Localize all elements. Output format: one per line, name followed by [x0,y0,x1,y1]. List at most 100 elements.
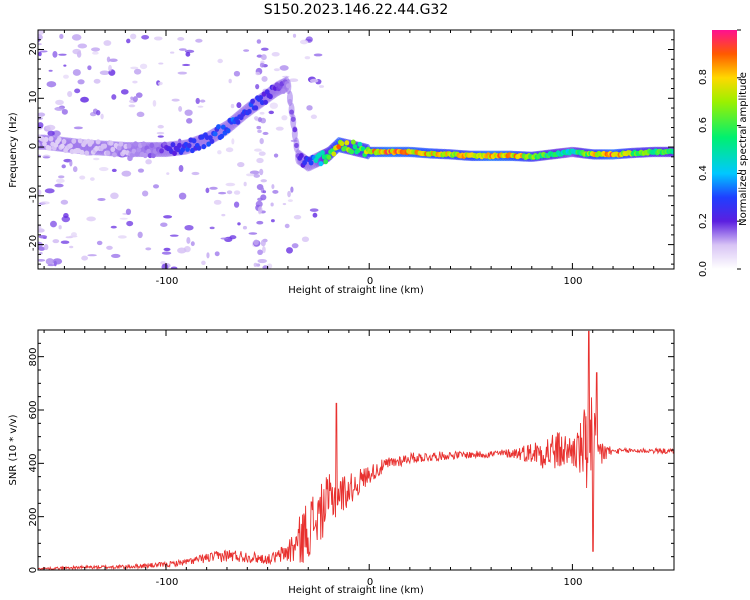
spectrogram-ytick-label-5: -20 [28,235,39,251]
spectrogram-track-cell [212,131,218,137]
spectrogram-noise-blob [61,215,71,223]
spectrogram-noise-blob [70,232,78,237]
spectrogram-track-cell [142,152,148,159]
spectrogram-track-cell [131,148,137,154]
spectrogram-track-cell [186,142,192,149]
spectrogram-noise-blob [259,168,264,176]
spectrogram-noise-blob [245,173,255,177]
spectrogram-noise-blob [170,51,175,54]
spectrogram-noise-blob [38,228,45,233]
spectrogram-track-cell [313,157,319,163]
spectrogram-track-cell [175,146,181,153]
spectrogram-noise-blob [61,108,68,115]
spectrogram-noise-blob [87,254,97,257]
spectrogram-track-cell [339,141,345,147]
spectrogram-track-cell [350,139,356,145]
spectrogram-noise-blob [220,237,229,240]
spectrogram-noise-blob [206,252,210,259]
colorbar-gradient [712,30,737,269]
spectrogram-noise-blob [126,220,134,227]
spectrogram-track-cell [133,141,138,147]
spectrogram-noise-blob [60,240,70,244]
spectrogram-noise-blob [108,64,112,72]
spectrogram-noise-blob [61,164,66,169]
spectrogram-track-cell [118,141,124,147]
spectrogram-noise-blob [195,97,200,104]
spectrogram-xtick-label-2: 0 [367,276,373,287]
spectrogram-track-cell [289,109,294,115]
spectrogram-noise-blob [161,251,172,255]
spectrogram-noise-blob [90,177,95,181]
spectrogram-noise-blob [262,246,266,254]
spectrogram-noise-blob [236,102,242,109]
spectrogram-track-cell [298,152,304,159]
spectrogram-noise-blob [233,190,241,195]
spectrogram-noise-blob [137,168,145,173]
spectrogram-noise-blob [217,58,223,64]
spectrogram-noise-blob [243,181,247,187]
spectrogram-noise-blob [209,186,218,190]
spectrogram-noise-blob [38,258,46,262]
colorbar-ticks [737,29,741,270]
spectrogram-noise-blob [257,206,263,213]
spectrogram-ytick-label-2: 10 [28,91,39,104]
spectrogram-noise-blob [184,109,193,116]
spectrogram-track-cell [219,133,225,139]
spectrogram-noise-blob [55,99,64,105]
spectrogram-noise-blob [141,34,150,40]
spectrogram-noise-blob [185,51,191,57]
spectrogram-noise-blob [139,63,148,70]
spectrogram-noise-blob [201,260,206,266]
spectrogram-track-cell [360,146,366,152]
spectrogram-noise-blob [237,161,245,168]
spectrogram-noise-blob [93,157,100,161]
spectrogram-noise-blob [191,171,200,176]
spectrogram-noise-blob [233,201,240,208]
spectrogram-noise-blob [38,246,46,251]
spectrogram-track-cell [136,147,142,153]
spectrogram-noise-blob [260,239,266,247]
spectrogram-noise-blob [254,148,262,152]
spectrogram-noise-blob [106,56,111,63]
spectrogram-noise-blob [205,187,210,194]
spectrogram-track-cell [201,144,207,150]
spectrogram-track-cell [77,138,83,144]
spectrogram-noise-blob [158,62,164,65]
spectrogram-noise-blob [272,189,279,194]
spectrogram-noise-blob [67,90,73,98]
spectrogram-noise-blob [291,243,299,249]
spectrogram-noise-blob [152,184,160,189]
spectrogram-track-cell [129,152,135,158]
spectrogram-noise-blob [190,241,195,247]
snr-xtick-label-3: 100 [563,577,582,588]
spectrogram-noise-blob [292,33,297,38]
spectrogram-noise-blob [39,50,48,53]
spectrogram-noise-blob [43,243,49,251]
spectrogram-noise-blob [170,266,178,269]
spectrogram-track-cell [102,143,108,149]
spectrogram-noise-blob [121,170,132,177]
spectrogram-noise-blob [38,43,42,46]
spectrogram-noise-blob [161,263,169,269]
snr-ytick-label-5: 800 [28,347,39,366]
spectrogram-noise-blob [214,251,220,257]
spectrogram-noise-blob [99,70,110,75]
spectrogram-noise-blob [177,247,187,254]
spectrogram-noise-blob [40,201,50,205]
spectrogram-noise-blob [87,65,92,71]
snr-background [38,330,674,570]
spectrogram-noise-blob [71,34,82,41]
spectrogram-track-cell [95,139,101,145]
spectrogram-track-cell [326,154,332,160]
snr-series-line [38,330,674,570]
spectrogram-noise-blob [166,172,170,175]
spectrogram-noise-blob [178,164,184,172]
spectrogram-noise-blob [226,190,233,195]
spectrogram-ylabel: Frequency (Hz) [8,112,19,188]
spectrogram-noise-blob [141,190,149,197]
spectrogram-noise-blob [178,192,187,200]
spectrogram-panel: -100 0 100 20 10 0 -10 -20 Height of str… [8,29,675,296]
spectrogram-track-cell [349,149,355,155]
spectrogram-noise-blob [293,214,302,220]
spectrogram-noise-blob [120,89,129,95]
